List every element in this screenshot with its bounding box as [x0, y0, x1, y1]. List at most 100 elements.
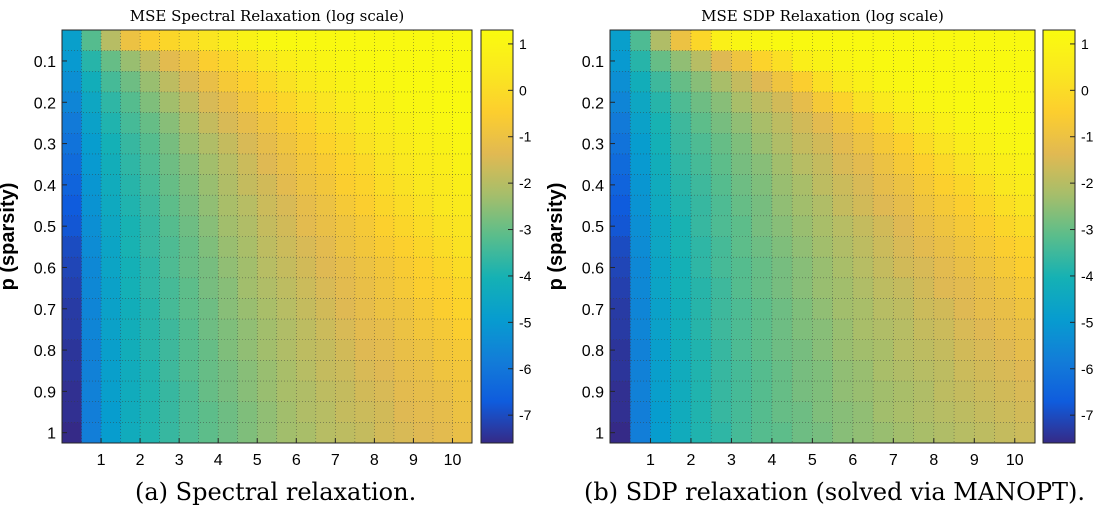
heatmap-cell — [974, 298, 996, 320]
heatmap-cell — [933, 133, 955, 155]
heatmap-cell — [296, 133, 317, 155]
heatmap-cell — [276, 112, 297, 134]
heatmap-cell — [792, 381, 813, 403]
heatmap-cell — [954, 319, 975, 341]
heatmap-cell — [812, 215, 834, 237]
heatmap-cell — [954, 112, 975, 134]
heatmap-cell — [751, 257, 773, 279]
heatmap-cell — [954, 91, 975, 114]
heatmap-cell — [1014, 153, 1036, 176]
heatmap-cell — [296, 174, 317, 196]
heatmap-cell — [1014, 298, 1036, 320]
heatmap-cell — [374, 215, 395, 237]
heatmap-cell — [670, 401, 692, 423]
heatmap-cell — [101, 215, 122, 237]
heatmap-cell — [218, 401, 239, 423]
heatmap-cell — [731, 277, 753, 299]
heatmap-cell — [452, 277, 473, 299]
heatmap-cell — [731, 153, 753, 176]
heatmap-cell — [852, 277, 874, 299]
heatmap-cell — [159, 30, 180, 52]
heatmap-cell — [120, 319, 141, 341]
heatmap-cell — [792, 112, 813, 134]
heatmap-cell — [315, 422, 336, 444]
heatmap-cell — [237, 50, 258, 72]
heatmap-cell — [630, 360, 651, 382]
grid-lines — [62, 30, 472, 443]
heatmap-cell — [711, 174, 732, 196]
heatmap-cell — [159, 298, 180, 320]
heatmap-cell — [1014, 174, 1036, 196]
heatmap-cell — [81, 339, 102, 361]
heatmap-cell — [670, 257, 692, 279]
heatmap-cell — [374, 298, 395, 320]
heatmap-cell — [413, 112, 434, 134]
x-tick-label: 6 — [292, 452, 301, 469]
heatmap-cell — [393, 257, 414, 279]
heatmap-cell — [140, 174, 161, 196]
heatmap-cell — [994, 133, 1016, 155]
heatmap-cell — [954, 50, 975, 72]
heatmap-cell — [670, 71, 692, 93]
heatmap-cell — [832, 257, 854, 279]
heatmap-cell — [257, 195, 278, 217]
heatmap-cell — [650, 30, 672, 52]
heatmap-cell — [650, 360, 672, 382]
heatmap-cell — [792, 215, 813, 237]
heatmap-cell — [452, 133, 473, 155]
heatmap-cell — [913, 236, 935, 258]
heatmap-cell — [792, 174, 813, 196]
heatmap-cell — [832, 91, 854, 114]
heatmap-cell — [257, 71, 278, 93]
heatmap-cell — [751, 319, 773, 341]
heatmap-cell — [771, 112, 793, 134]
heatmap-cell — [296, 71, 317, 93]
heatmap-cell — [933, 360, 955, 382]
heatmap-cell — [852, 298, 874, 320]
heatmap-cell — [751, 133, 773, 155]
heatmap-cell — [893, 277, 915, 299]
axes-frame — [61, 29, 473, 444]
heatmap-cell — [81, 257, 102, 279]
heatmap-cell — [62, 91, 83, 114]
heatmap-cell — [913, 133, 935, 155]
heatmap-cell — [792, 91, 813, 114]
heatmap-cell — [81, 50, 102, 72]
heatmap-cell — [432, 381, 453, 403]
heatmap-cell — [335, 174, 356, 196]
heatmap-cell — [893, 153, 915, 176]
heatmap-cell — [812, 50, 834, 72]
heatmap-cell — [994, 381, 1016, 403]
y-tick-label: 0.8 — [582, 343, 604, 360]
heatmap-cell — [276, 174, 297, 196]
heatmap-cell — [198, 319, 219, 341]
heatmap-cell — [432, 174, 453, 196]
heatmap-cell — [276, 319, 297, 341]
heatmap-cell — [413, 133, 434, 155]
heatmap-cell — [873, 236, 894, 258]
heatmap-cell — [101, 91, 122, 114]
heatmap-cell — [893, 236, 915, 258]
heatmap-cell — [873, 381, 894, 403]
heatmap-cell — [873, 422, 894, 444]
heatmap-cell — [711, 195, 732, 217]
heatmap-cell — [335, 112, 356, 134]
colorbar — [480, 29, 514, 444]
heatmap-cell — [812, 257, 834, 279]
heatmap-cell — [101, 381, 122, 403]
heatmap-cell — [751, 71, 773, 93]
heatmap-cell — [852, 133, 874, 155]
heatmap-cell — [630, 422, 651, 444]
heatmap-cell — [374, 30, 395, 52]
heatmap-cell — [354, 71, 375, 93]
heatmap-cell — [954, 339, 975, 361]
heatmap-cell — [650, 215, 672, 237]
heatmap-cell — [610, 50, 631, 72]
heatmap-cell — [751, 153, 773, 176]
heatmap-cell — [893, 195, 915, 217]
heatmap-cell — [690, 153, 712, 176]
heatmap-cell — [120, 381, 141, 403]
heatmap-cell — [994, 360, 1016, 382]
heatmap-cell — [335, 422, 356, 444]
heatmap-cell — [690, 174, 712, 196]
